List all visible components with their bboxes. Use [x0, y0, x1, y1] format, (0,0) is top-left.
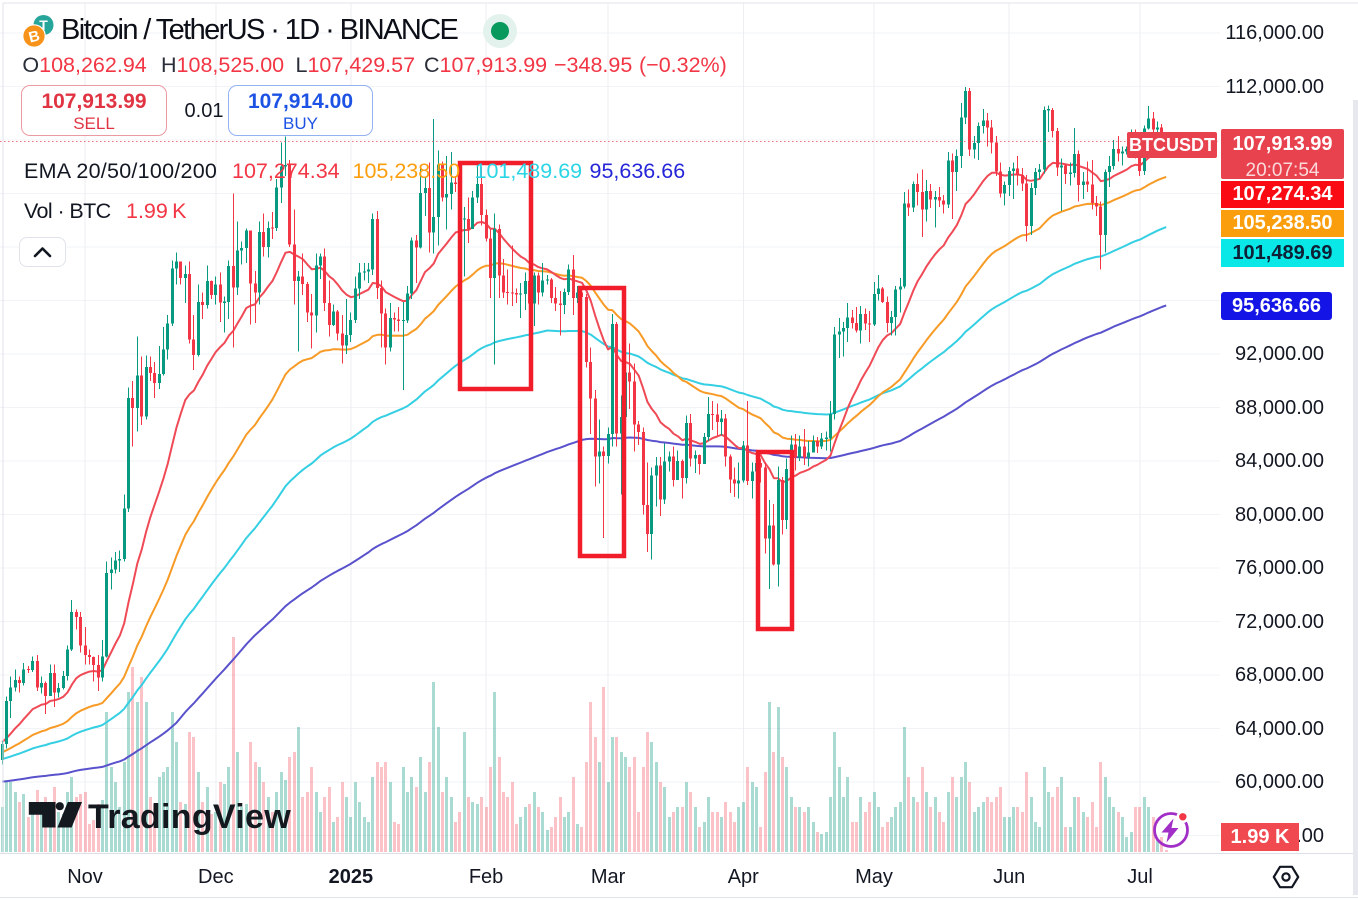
svg-text:T: T [39, 17, 48, 33]
svg-text:TradingView: TradingView [88, 798, 291, 836]
svg-text:B: B [27, 27, 42, 46]
